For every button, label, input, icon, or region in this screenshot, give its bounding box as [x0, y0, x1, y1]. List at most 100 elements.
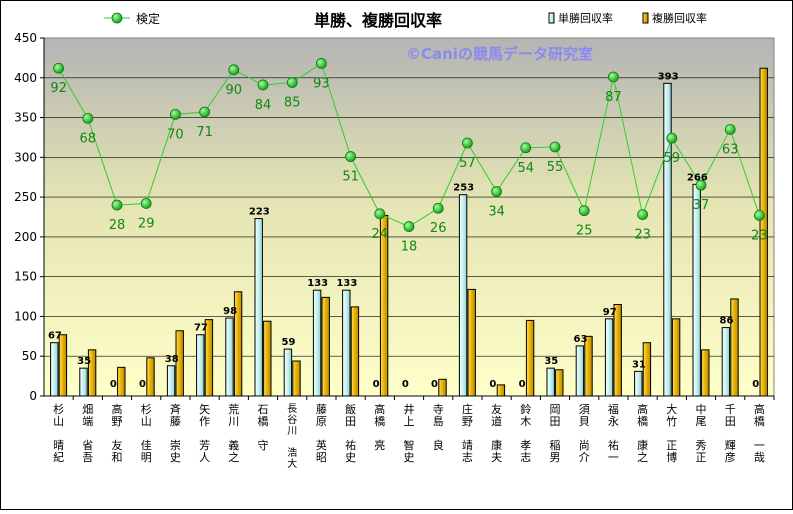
x-category-label: 高橋 一哉	[754, 402, 765, 464]
place-return-bar	[87, 349, 97, 397]
kentei-point	[637, 209, 648, 221]
y-tick-label: 350	[14, 111, 37, 125]
win-return-label: 0	[139, 379, 146, 390]
win-return-label: 35	[77, 356, 91, 367]
win-return-label: 97	[603, 307, 617, 318]
kentei-point	[520, 142, 532, 154]
kentei-label: 54	[518, 161, 535, 176]
win-return-bar	[254, 218, 263, 397]
win-return-label: 0	[373, 379, 380, 390]
kentei-point	[432, 202, 444, 214]
win-return-label: 0	[110, 379, 117, 390]
x-category-label: 中尾 秀正	[696, 403, 707, 464]
kentei-label: 23	[751, 228, 768, 243]
x-category-label: 斉藤 崇史	[170, 402, 181, 464]
kentei-label: 28	[109, 218, 126, 233]
x-category-label: 岡田 稲男	[550, 403, 561, 464]
kentei-label: 25	[576, 224, 593, 239]
y-tick-label: 100	[14, 309, 37, 323]
place-return-bar	[175, 330, 184, 397]
kentei-label: 85	[284, 96, 301, 111]
win-return-label: 67	[48, 331, 62, 342]
win-return-label: 0	[489, 379, 496, 390]
kentei-label: 34	[488, 205, 505, 220]
win-return-label: 86	[720, 316, 734, 327]
kentei-point	[695, 179, 707, 191]
kentei-point	[228, 64, 240, 76]
place-return-bar	[467, 288, 476, 397]
x-category-label: 矢作 芳人	[199, 402, 210, 464]
win-return-bar	[225, 317, 234, 397]
win-return-bar	[50, 342, 59, 397]
legend-place-swatch	[642, 12, 649, 24]
win-return-label: 59	[282, 337, 296, 348]
y-tick-label: 450	[14, 31, 37, 45]
x-category-label: 千田 輝彦	[725, 403, 736, 464]
kentei-point	[53, 62, 64, 74]
x-category-label: 飯田 祐史	[345, 402, 356, 464]
kentei-point	[257, 79, 269, 91]
kentei-label: 63	[722, 142, 739, 157]
place-return-bar	[204, 319, 214, 397]
place-return-bar	[292, 360, 301, 397]
place-return-bar	[117, 366, 126, 397]
win-return-label: 393	[658, 71, 679, 82]
kentei-label: 92	[50, 81, 67, 96]
kentei-label: 55	[547, 160, 564, 175]
kentei-point	[374, 208, 386, 220]
y-tick-label: 0	[29, 389, 37, 403]
legend-win-swatch	[548, 12, 555, 24]
x-category-label: 寺島 良	[433, 403, 444, 452]
win-return-bar	[546, 367, 555, 397]
x-category-label: 石橋 守	[258, 403, 269, 452]
y-tick-label: 150	[14, 270, 37, 284]
place-return-bar	[555, 369, 564, 397]
legend-kentei-point	[111, 12, 123, 24]
kentei-label: 59	[664, 151, 681, 166]
place-return-bar	[438, 378, 447, 397]
kentei-label: 24	[372, 227, 389, 242]
win-return-label: 0	[402, 379, 409, 390]
x-category-label: 杉山 佳明	[141, 402, 152, 464]
kentei-label: 71	[196, 125, 213, 140]
x-category-label: 鈴木 孝志	[520, 402, 531, 464]
place-return-bar	[321, 296, 330, 397]
x-category-label: 長谷川 浩大	[287, 403, 297, 470]
win-return-label: 0	[752, 379, 759, 390]
kentei-label: 90	[226, 83, 243, 98]
kentei-point	[169, 108, 181, 120]
place-return-bar	[263, 320, 272, 397]
x-category-label: 友道 康夫	[491, 402, 502, 464]
place-return-bar	[642, 342, 652, 397]
y-tick-label: 200	[14, 230, 37, 244]
kentei-point	[403, 221, 415, 232]
kentei-point	[608, 71, 619, 83]
win-return-bar	[312, 289, 322, 397]
kentei-label: 26	[430, 221, 447, 236]
legend-place-label: 複勝回収率	[652, 11, 707, 25]
kentei-point	[286, 77, 298, 88]
win-return-bar	[458, 194, 468, 397]
win-return-label: 63	[574, 334, 588, 345]
kentei-point	[549, 141, 561, 153]
y-tick-label: 300	[14, 150, 37, 164]
kentei-point	[82, 112, 94, 124]
x-category-label: 畑端 省吾	[82, 403, 93, 464]
win-return-label: 133	[336, 278, 357, 289]
x-category-label: 井上 智史	[404, 402, 415, 464]
win-return-label: 38	[165, 354, 179, 365]
x-category-label: 高野 友和	[112, 402, 123, 464]
chart-title: 単勝、複勝回収率	[314, 11, 442, 30]
kentei-label: 18	[401, 240, 418, 255]
place-return-bar	[233, 291, 243, 397]
kentei-point	[345, 151, 357, 162]
x-category-label: 須貝 尚介	[579, 403, 590, 464]
place-return-bar	[613, 304, 622, 397]
watermark: ©Caniの競馬データ研究室	[406, 45, 593, 63]
kentei-point	[666, 132, 678, 144]
kentei-point	[111, 199, 123, 211]
y-tick-label: 250	[14, 190, 37, 204]
x-category-label: 藤原 英昭	[316, 403, 327, 464]
